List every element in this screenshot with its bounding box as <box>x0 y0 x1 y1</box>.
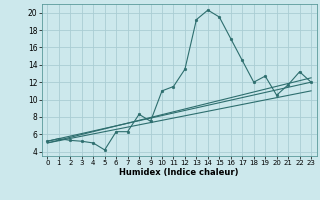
X-axis label: Humidex (Indice chaleur): Humidex (Indice chaleur) <box>119 168 239 177</box>
